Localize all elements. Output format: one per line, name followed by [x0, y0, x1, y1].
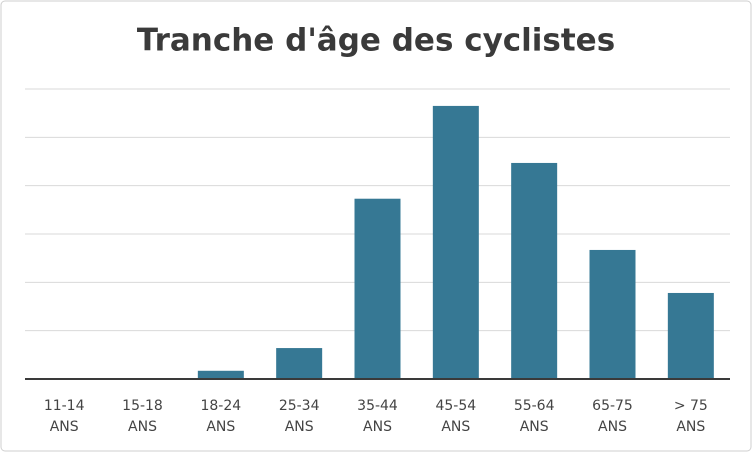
- bar: [667, 292, 714, 379]
- bar: [197, 370, 244, 379]
- x-tick-label: 35-44 ANS: [357, 398, 398, 435]
- x-tick-label: 25-34 ANS: [278, 398, 320, 435]
- bar: [276, 348, 323, 379]
- x-tick-label: 11-14 ANS: [43, 398, 85, 435]
- bar: [354, 198, 401, 379]
- chart-title: Tranche d'âge des cyclistes: [137, 23, 615, 59]
- x-tick-label: 55-64 ANS: [513, 398, 555, 435]
- bar: [589, 249, 636, 379]
- x-tick-label: 45-54 ANS: [435, 398, 477, 435]
- bar: [432, 105, 479, 380]
- x-tick-label: 15-18 ANS: [122, 398, 163, 435]
- bar: [511, 162, 558, 379]
- x-tick-label: 65-75 ANS: [592, 398, 633, 435]
- x-tick-label: 18-24 ANS: [200, 398, 242, 435]
- x-tick-label: > 75 ANS: [673, 398, 708, 435]
